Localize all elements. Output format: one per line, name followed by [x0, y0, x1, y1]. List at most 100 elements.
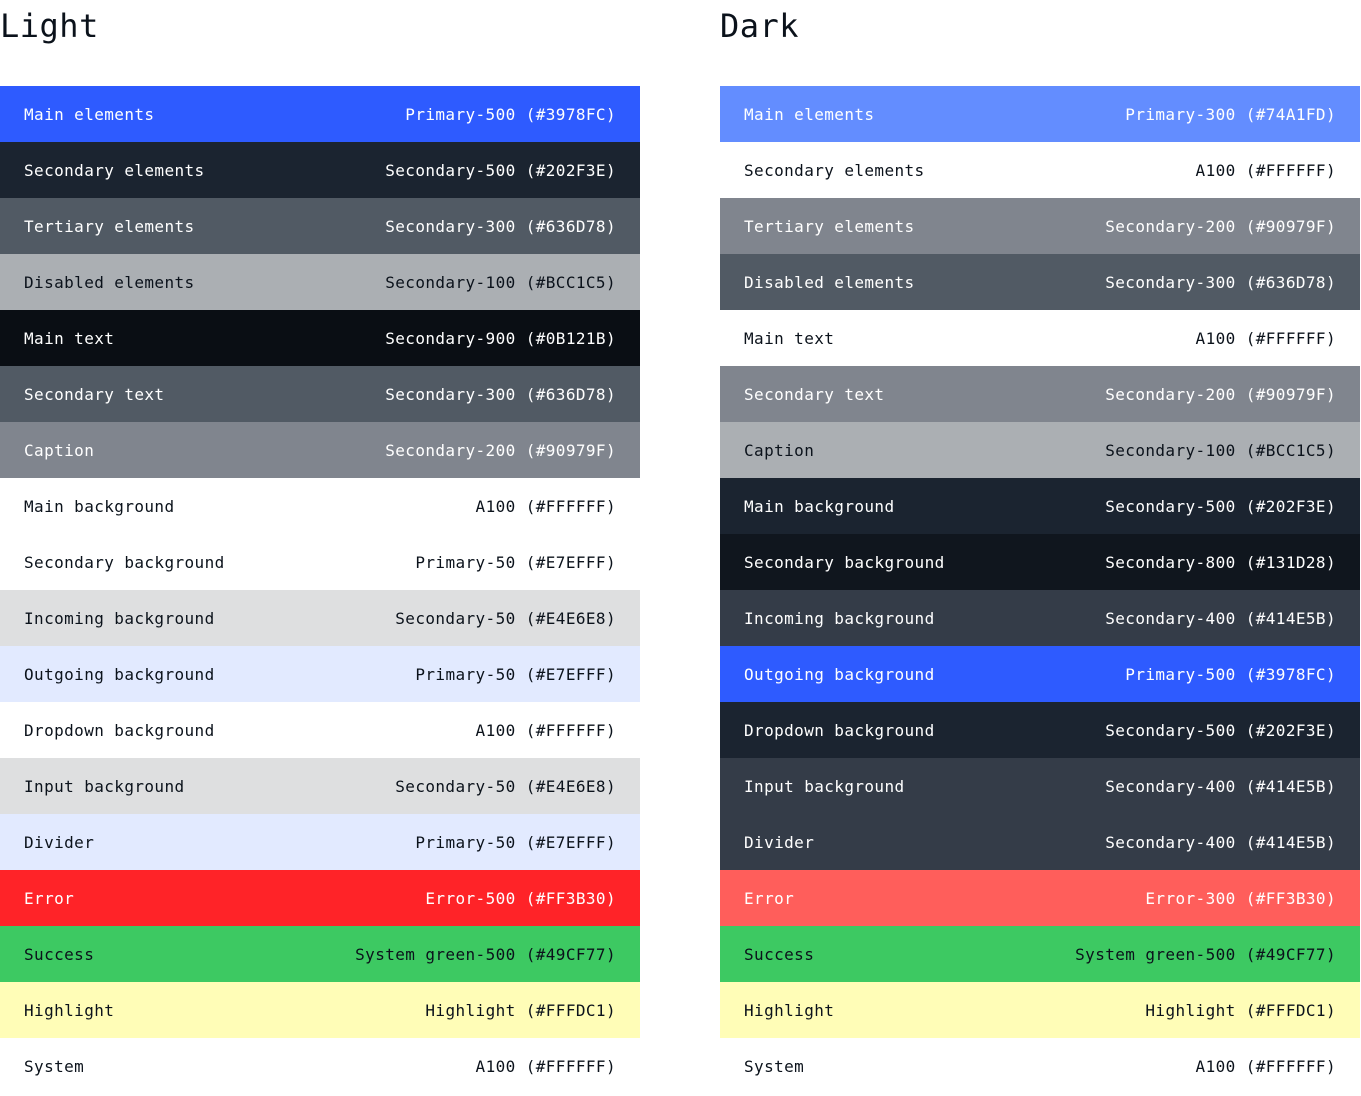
dark-color-row: Secondary text Secondary-200 (#90979F)	[720, 366, 1360, 422]
light-color-row: Main elements Primary-500 (#3978FC)	[0, 86, 640, 142]
color-role-label: Disabled elements	[744, 272, 915, 292]
color-role-label: Error	[744, 888, 795, 908]
color-token-value: Error-500 (#FF3B30)	[425, 888, 616, 908]
color-token-value: Highlight (#FFFDC1)	[1145, 1000, 1336, 1020]
light-color-row: Secondary background Primary-50 (#E7EFFF)	[0, 534, 640, 590]
color-role-label: Incoming background	[24, 608, 215, 628]
color-role-label: Secondary background	[744, 552, 945, 572]
color-token-value: Secondary-200 (#90979F)	[1105, 216, 1336, 236]
color-role-label: Caption	[24, 440, 95, 460]
dark-color-row: Input background Secondary-400 (#414E5B)	[720, 758, 1360, 814]
color-token-value: Secondary-300 (#636D78)	[385, 384, 616, 404]
color-role-label: Incoming background	[744, 608, 935, 628]
color-token-value: Secondary-300 (#636D78)	[1105, 272, 1336, 292]
color-token-value: Secondary-500 (#202F3E)	[1105, 720, 1336, 740]
color-token-value: Secondary-400 (#414E5B)	[1105, 608, 1336, 628]
color-role-label: Success	[744, 944, 815, 964]
dark-color-row: Success System green-500 (#49CF77)	[720, 926, 1360, 982]
color-role-label: Main elements	[744, 104, 875, 124]
color-token-value: Secondary-50 (#E4E6E8)	[395, 776, 616, 796]
color-role-label: Divider	[744, 832, 815, 852]
color-role-label: Main text	[24, 328, 115, 348]
light-color-row: Success System green-500 (#49CF77)	[0, 926, 640, 982]
light-color-row: Input background Secondary-50 (#E4E6E8)	[0, 758, 640, 814]
light-color-row: Main text Secondary-900 (#0B121B)	[0, 310, 640, 366]
color-token-value: Secondary-400 (#414E5B)	[1105, 776, 1336, 796]
color-role-label: Dropdown background	[24, 720, 215, 740]
dark-color-row: Dropdown background Secondary-500 (#202F3…	[720, 702, 1360, 758]
dark-color-row: Secondary background Secondary-800 (#131D…	[720, 534, 1360, 590]
dark-color-row: Outgoing background Primary-500 (#3978FC)	[720, 646, 1360, 702]
color-role-label: Tertiary elements	[744, 216, 915, 236]
color-token-value: Secondary-800 (#131D28)	[1105, 552, 1336, 572]
color-role-label: Secondary background	[24, 552, 225, 572]
color-token-value: Primary-50 (#E7EFFF)	[415, 832, 616, 852]
color-token-value: A100 (#FFFFFF)	[1195, 160, 1336, 180]
color-token-value: Secondary-500 (#202F3E)	[385, 160, 616, 180]
color-role-label: Secondary text	[24, 384, 165, 404]
light-color-row: Error Error-500 (#FF3B30)	[0, 870, 640, 926]
dark-color-row: Divider Secondary-400 (#414E5B)	[720, 814, 1360, 870]
color-role-label: Main background	[24, 496, 175, 516]
color-token-value: Secondary-200 (#90979F)	[385, 440, 616, 460]
light-color-row: Highlight Highlight (#FFFDC1)	[0, 982, 640, 1038]
color-token-value: System green-500 (#49CF77)	[1075, 944, 1336, 964]
light-color-row: Outgoing background Primary-50 (#E7EFFF)	[0, 646, 640, 702]
light-color-row: Divider Primary-50 (#E7EFFF)	[0, 814, 640, 870]
dark-color-row: Highlight Highlight (#FFFDC1)	[720, 982, 1360, 1038]
color-token-value: Primary-500 (#3978FC)	[405, 104, 616, 124]
light-color-row: Secondary elements Secondary-500 (#202F3E…	[0, 142, 640, 198]
color-token-value: A100 (#FFFFFF)	[1195, 328, 1336, 348]
color-role-label: Outgoing background	[744, 664, 935, 684]
color-token-value: Secondary-500 (#202F3E)	[1105, 496, 1336, 516]
color-role-label: Dropdown background	[744, 720, 935, 740]
dark-color-row: System A100 (#FFFFFF)	[720, 1038, 1360, 1094]
color-token-value: Primary-500 (#3978FC)	[1125, 664, 1336, 684]
light-color-row: System A100 (#FFFFFF)	[0, 1038, 640, 1094]
light-color-list: Main elements Primary-500 (#3978FC) Second…	[0, 86, 640, 1094]
color-token-value: Secondary-200 (#90979F)	[1105, 384, 1336, 404]
light-color-row: Incoming background Secondary-50 (#E4E6E8…	[0, 590, 640, 646]
color-token-value: A100 (#FFFFFF)	[475, 720, 616, 740]
dark-color-row: Main elements Primary-300 (#74A1FD)	[720, 86, 1360, 142]
color-role-label: Main elements	[24, 104, 155, 124]
color-token-value: Primary-300 (#74A1FD)	[1125, 104, 1336, 124]
dark-theme-column: Dark Main elements Primary-300 (#74A1FD) S…	[720, 0, 1360, 1094]
light-color-row: Secondary text Secondary-300 (#636D78)	[0, 366, 640, 422]
color-token-value: System green-500 (#49CF77)	[355, 944, 616, 964]
color-role-label: System	[24, 1056, 85, 1076]
color-token-value: Primary-50 (#E7EFFF)	[415, 664, 616, 684]
color-role-label: Disabled elements	[24, 272, 195, 292]
color-token-value: Primary-50 (#E7EFFF)	[415, 552, 616, 572]
color-role-label: Highlight	[744, 1000, 835, 1020]
dark-color-row: Main background Secondary-500 (#202F3E)	[720, 478, 1360, 534]
dark-color-row: Incoming background Secondary-400 (#414E5…	[720, 590, 1360, 646]
color-token-value: Secondary-100 (#BCC1C5)	[385, 272, 616, 292]
dark-color-row: Tertiary elements Secondary-200 (#90979F)	[720, 198, 1360, 254]
color-token-value: A100 (#FFFFFF)	[475, 496, 616, 516]
dark-color-row: Disabled elements Secondary-300 (#636D78)	[720, 254, 1360, 310]
color-role-label: Input background	[24, 776, 185, 796]
color-role-label: Caption	[744, 440, 815, 460]
dark-color-row: Error Error-300 (#FF3B30)	[720, 870, 1360, 926]
color-role-label: Success	[24, 944, 95, 964]
color-token-value: A100 (#FFFFFF)	[1195, 1056, 1336, 1076]
color-token-value: Secondary-100 (#BCC1C5)	[1105, 440, 1336, 460]
dark-theme-title: Dark	[720, 7, 800, 45]
dark-color-row: Main text A100 (#FFFFFF)	[720, 310, 1360, 366]
color-token-value: Secondary-50 (#E4E6E8)	[395, 608, 616, 628]
color-role-label: Secondary elements	[24, 160, 205, 180]
color-role-label: Secondary elements	[744, 160, 925, 180]
color-role-label: Input background	[744, 776, 905, 796]
light-color-row: Tertiary elements Secondary-300 (#636D78)	[0, 198, 640, 254]
light-color-row: Caption Secondary-200 (#90979F)	[0, 422, 640, 478]
color-role-label: Secondary text	[744, 384, 885, 404]
light-color-row: Main background A100 (#FFFFFF)	[0, 478, 640, 534]
color-role-label: Outgoing background	[24, 664, 215, 684]
light-theme-title: Light	[0, 7, 99, 45]
color-role-label: Divider	[24, 832, 95, 852]
color-token-value: Highlight (#FFFDC1)	[425, 1000, 616, 1020]
light-color-row: Dropdown background A100 (#FFFFFF)	[0, 702, 640, 758]
color-token-value: Secondary-900 (#0B121B)	[385, 328, 616, 348]
color-role-label: Main background	[744, 496, 895, 516]
